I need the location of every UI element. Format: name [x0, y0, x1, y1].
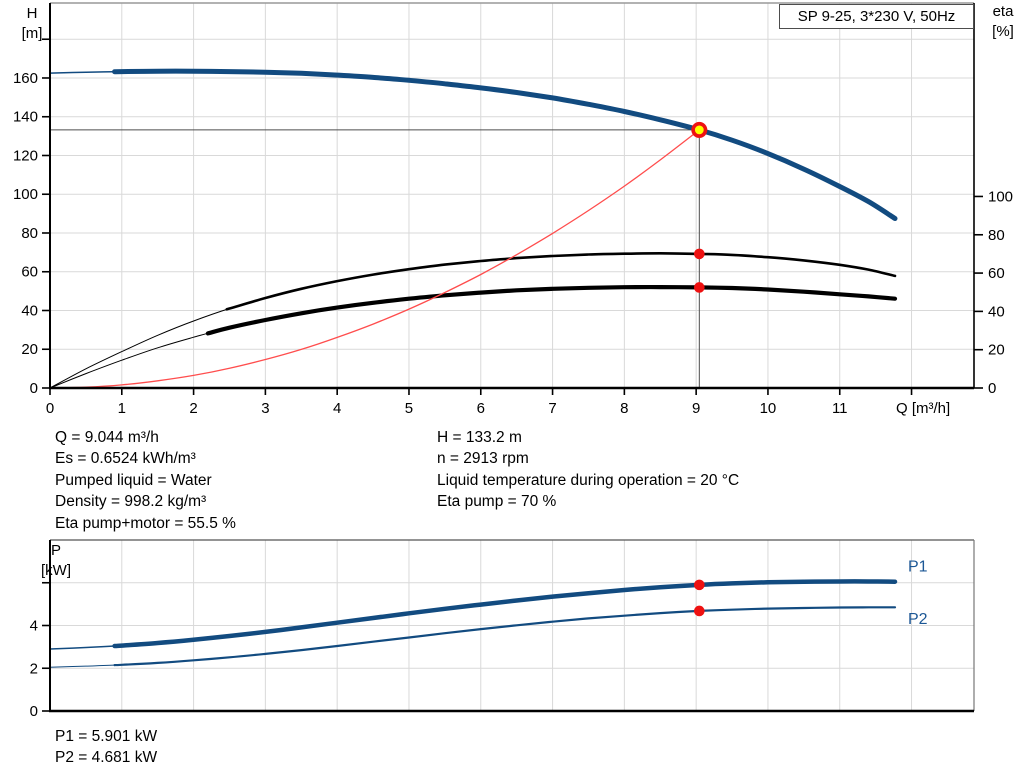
p2-curve	[113, 606, 897, 667]
power-dot	[694, 605, 705, 617]
h-axis-symbol: H	[26, 5, 38, 22]
q-tick-label: 3	[261, 400, 269, 417]
h-axis-title: H [m]	[12, 4, 52, 44]
q-tick-label: 8	[620, 400, 628, 417]
h-axis-unit: [m]	[21, 25, 43, 42]
eta-axis-unit: [%]	[992, 23, 1014, 40]
info-pumped-liquid: Pumped liquid = Water	[55, 471, 212, 489]
info-flow: Q = 9.044 m³/h	[55, 429, 159, 446]
eta-pump-curve	[225, 251, 897, 311]
info-p2: P2 = 4.681 kW	[55, 749, 158, 767]
power-dot	[694, 579, 705, 591]
h-tick-label: 160	[13, 70, 38, 87]
pump-model-badge: SP 9-25, 3*230 V, 50Hz	[779, 4, 974, 29]
p-tick-label: 2	[30, 660, 38, 677]
h-tick-label: 0	[30, 380, 38, 397]
efficiency-dot	[694, 248, 705, 260]
h-tick-label: 40	[21, 302, 38, 319]
power-info: P1 = 5.901 kW P2 = 4.681 kW	[55, 726, 157, 769]
info-eta-pump: Eta pump = 70 %	[437, 493, 557, 511]
info-density: Density = 998.2 kg/m³	[55, 493, 207, 511]
p1-curve	[112, 579, 898, 649]
eta-tick-label: 100	[988, 188, 1013, 205]
q-tick-label: 1	[118, 400, 126, 417]
info-p1: P1 = 5.901 kW	[55, 728, 158, 745]
head-curve	[112, 68, 898, 221]
h-tick-label: 60	[21, 264, 38, 281]
q-tick-label: 7	[548, 400, 556, 417]
efficiency-dot	[694, 282, 705, 293]
p-axis-symbol: P	[50, 542, 61, 559]
q-tick-label: 2	[189, 400, 197, 417]
eta-axis-title: eta [%]	[985, 2, 1021, 42]
info-eta-pump-motor: Eta pump+motor = 55.5 %	[55, 514, 236, 532]
info-speed: n = 2913 rpm	[437, 450, 529, 468]
q-tick-label: 0	[46, 400, 54, 417]
info-liquid-temperature: Liquid temperature during operation = 20…	[437, 471, 740, 489]
p-axis-unit: [kW]	[41, 562, 71, 579]
q-tick-label: 4	[333, 400, 341, 417]
eta-tick-label: 60	[988, 265, 1005, 282]
info-specific-energy: Es = 0.6524 kWh/m³	[55, 450, 196, 468]
q-tick-label: 6	[477, 400, 485, 417]
p-axis-title: P [kW]	[34, 541, 78, 581]
duty-point-marker[interactable]	[691, 121, 708, 138]
eta-tick-label: 80	[988, 227, 1005, 244]
q-axis-title: Q [m³/h]	[896, 400, 951, 417]
p-tick-label: 0	[30, 703, 38, 720]
duty-info-left: Q = 9.044 m³/h Es = 0.6524 kWh/m³ Pumped…	[55, 427, 236, 534]
q-tick-label: 9	[692, 400, 700, 417]
q-tick-label: 10	[760, 400, 777, 417]
info-head: H = 133.2 m	[437, 429, 522, 446]
p2-curve-label: P2	[908, 611, 928, 628]
eta-pump-motor-curve	[205, 284, 898, 336]
h-tick-label: 20	[21, 341, 38, 358]
q-tick-label: 5	[405, 400, 413, 417]
h-tick-label: 120	[13, 147, 38, 164]
p-tick-label: 4	[30, 618, 38, 635]
eta-tick-label: 0	[988, 380, 996, 397]
eta-tick-label: 20	[988, 342, 1005, 359]
h-tick-label: 100	[13, 186, 38, 203]
h-tick-label: 80	[21, 225, 38, 242]
eta-tick-label: 40	[988, 303, 1005, 320]
system-curve	[49, 129, 700, 389]
p1-curve-label: P1	[908, 559, 928, 576]
eta-axis-symbol: eta	[992, 3, 1014, 20]
duty-info-right: H = 133.2 m n = 2913 rpm Liquid temperat…	[437, 427, 739, 513]
h-tick-label: 140	[13, 109, 38, 126]
q-tick-label: 11	[832, 400, 848, 417]
